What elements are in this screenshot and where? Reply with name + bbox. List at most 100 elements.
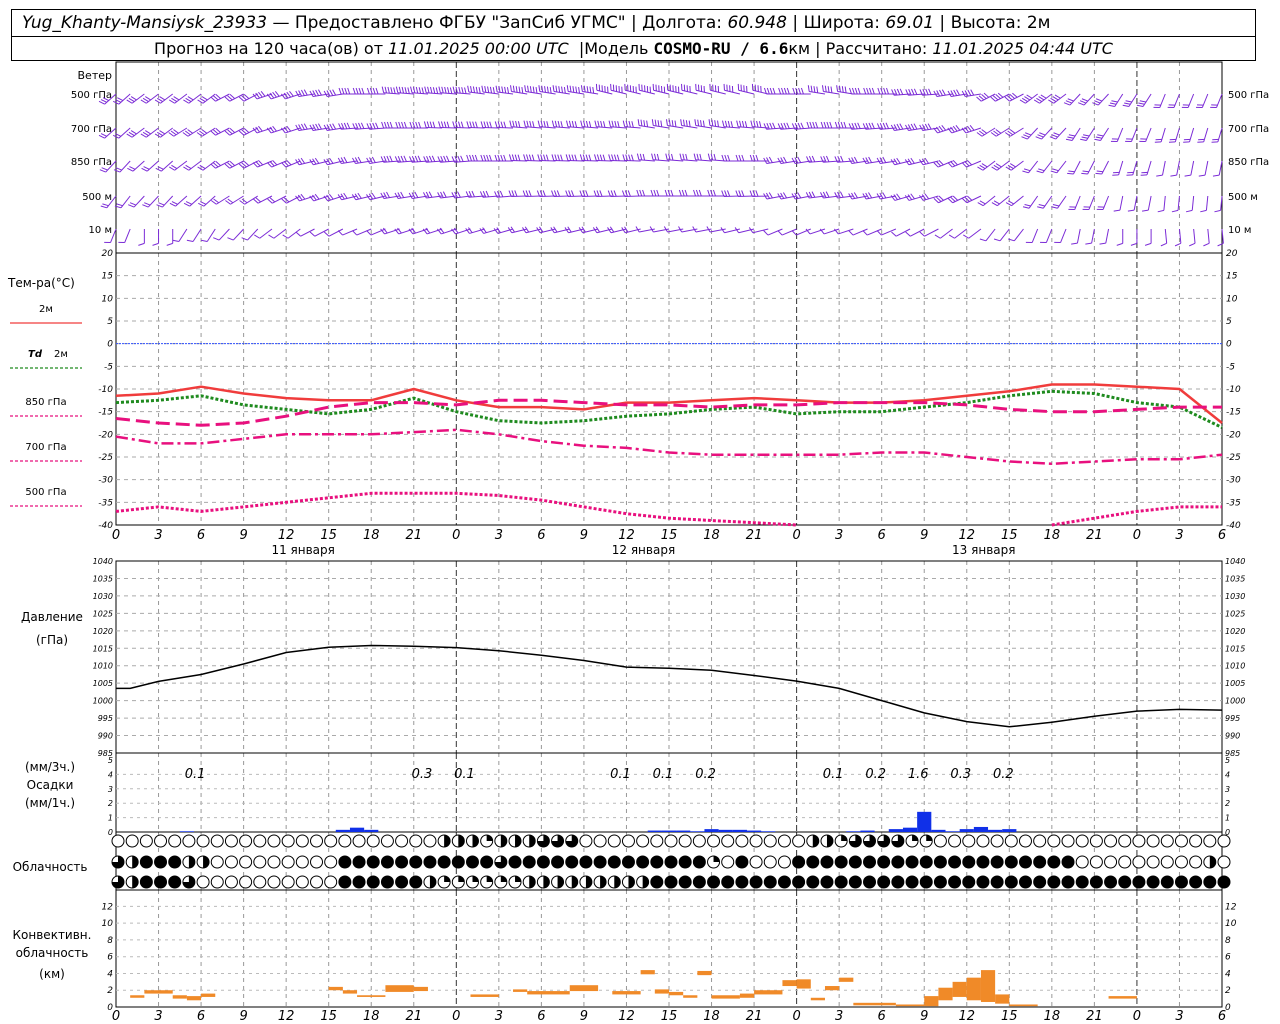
cloud-fill [537, 835, 550, 847]
wind-barb-flag [431, 155, 436, 162]
wind-barb [1189, 228, 1196, 247]
wind-barb-flag [772, 122, 776, 129]
cloud-symbol [806, 875, 820, 889]
wind-barb-flag [837, 156, 841, 163]
hour-label: 3 [835, 528, 843, 543]
wind-barb-flag [724, 154, 728, 162]
cloud-symbol [678, 855, 692, 869]
cloud-symbol [395, 875, 409, 889]
wind-barb-flag [1068, 134, 1076, 137]
precip-total: 0.3 [412, 767, 433, 782]
wind-barb [238, 93, 259, 102]
wind-barb-staff [1162, 160, 1166, 176]
wind-barb [424, 86, 443, 95]
wind-barb-flag [614, 120, 617, 128]
cloud-fill [1019, 856, 1032, 868]
wind-barb [295, 89, 315, 97]
cloud-symbol [1061, 875, 1075, 889]
cloud-symbol [154, 834, 168, 848]
wind-barb-flag [919, 124, 924, 131]
conv-bar [853, 1002, 896, 1006]
wind-barb-flag [117, 97, 124, 101]
wind-barb-flag [579, 154, 583, 161]
wind-barb [1035, 127, 1053, 140]
wind-barb-flag [138, 242, 145, 246]
wind-barb-flag [840, 155, 844, 163]
wind-barb-flag [409, 121, 413, 129]
wind-barb-flag [369, 87, 373, 95]
wind-barb-flag [849, 87, 852, 95]
wind-barb [1050, 160, 1067, 174]
cloud-circle [990, 834, 1004, 848]
wind-barb-flag [215, 94, 221, 99]
cloud-symbol [522, 875, 536, 889]
cloud-fill [112, 856, 124, 868]
wind-barb [408, 227, 429, 235]
cloud-symbol [324, 855, 338, 869]
hour-label: 9 [920, 528, 928, 543]
wind-barb-flag [1082, 170, 1089, 173]
wind-barb-flag [354, 193, 359, 200]
hour-label: 9 [580, 1009, 588, 1024]
cloud-symbol [976, 834, 990, 848]
hour-label: 0 [792, 1009, 800, 1024]
wind-barb [253, 195, 273, 204]
wind-barb-flag [1007, 164, 1014, 170]
wind-barb-flag [556, 190, 560, 197]
wind-barb-flag [865, 157, 870, 164]
wind-barb-flag [616, 154, 620, 161]
wind-barb-flag [808, 191, 813, 198]
wind-barb-flag [199, 97, 206, 103]
cloud-fill [551, 856, 564, 868]
cloud-symbol [593, 855, 607, 869]
wind-barb [210, 127, 230, 136]
wind-barb [565, 154, 584, 162]
wind-barb-flag [693, 153, 697, 160]
precip-bar [761, 831, 776, 832]
wind-barb-flag [963, 234, 969, 239]
wind-barb-flag [812, 121, 816, 129]
wind-barb-flag [707, 189, 711, 197]
wind-barb [128, 195, 145, 208]
wind-barb-flag [337, 157, 342, 164]
wind-barb-flag [1203, 242, 1210, 247]
cloud-circle [224, 875, 238, 889]
wind-barb-flag [580, 120, 583, 127]
cloud-symbol [154, 855, 168, 869]
wind-barb [352, 156, 372, 164]
wind-barb [1096, 195, 1110, 211]
wind-barb-flag [508, 154, 512, 161]
wind-barb-flag [1071, 242, 1078, 245]
wind-barb-flag [863, 87, 867, 95]
wind-barb-flag [493, 228, 499, 234]
precip-total: 0.1 [610, 767, 631, 782]
wind-barb-flag [876, 157, 881, 164]
wind-barb [352, 228, 372, 236]
temp-series-t2m [115, 383, 1223, 424]
wind-barb-flag [1048, 99, 1055, 104]
cloud-circle [1118, 834, 1132, 848]
wind-barb [186, 228, 202, 242]
wind-barb-flag [551, 190, 555, 197]
wind-barb-flag [763, 193, 768, 200]
wind-barb-flag [607, 190, 611, 197]
wind-barb-flag [366, 123, 370, 130]
wind-barb [480, 154, 499, 162]
wind-barb-flag [112, 134, 120, 139]
wind-barb-flag [418, 87, 422, 94]
conv-bar [980, 970, 996, 1002]
altitude-value: 2м [1026, 13, 1051, 33]
wind-barb-flag [752, 190, 756, 197]
wind-barb-flag [896, 123, 901, 130]
wind-barb-flag [187, 129, 193, 134]
wind-barb-flag [922, 89, 926, 96]
wind-barb-flag [241, 237, 248, 241]
wind-barb-flag [811, 155, 816, 163]
wind-barb-flag [286, 125, 292, 132]
wind-barb [961, 89, 982, 97]
wind-barb-flag [100, 133, 107, 137]
cloud-symbol [522, 834, 536, 848]
conv-bar [144, 990, 173, 994]
wind-barb [579, 154, 599, 162]
